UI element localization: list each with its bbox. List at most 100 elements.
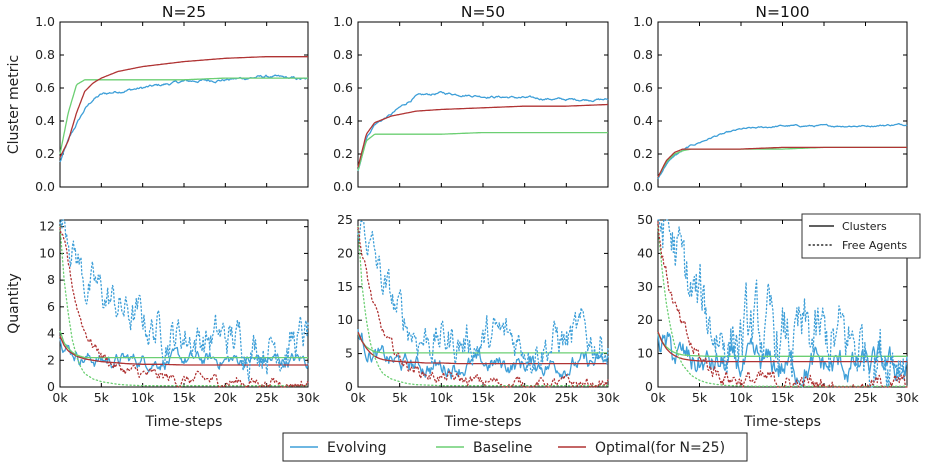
y-tick-label: 0.4: [633, 113, 653, 128]
y-tick-label: 0: [345, 379, 353, 394]
axes-frame: [657, 21, 908, 188]
x-tick-label: 5k: [392, 390, 408, 405]
y-tick-label: 0: [645, 379, 653, 394]
panel-n100-quantity: 0k 5k 10k 15k 20k 25k 30k 0 10 20 30 40 50 Time-step…: [637, 212, 919, 430]
series-evolving-dotted: [357, 220, 609, 374]
plot-area: 0.0 0.2 0.4 0.6 0.8 1.0: [35, 14, 309, 194]
y-tick-label: 50: [637, 212, 653, 227]
x-axis-label: Time-steps: [145, 414, 223, 430]
y-tick-label: 0.2: [633, 146, 653, 161]
y-tick-label: 2: [47, 352, 55, 367]
y-tick-label: 0.6: [333, 80, 353, 95]
panel-title: N=25: [162, 3, 206, 21]
legend-label-baseline: Baseline: [473, 440, 532, 456]
y-tick-label: 20: [637, 312, 653, 327]
x-tick-label: 10k: [131, 390, 155, 405]
x-tick-label: 20k: [513, 390, 537, 405]
panel-n50-quantity: 0k 5k 10k 15k 20k 25k 30k 0 5 10 15 20 25 Time-steps: [337, 212, 620, 430]
series-optimal-solid: [59, 335, 308, 366]
series-evolving-solid: [357, 90, 609, 172]
series-evolving-solid: [59, 74, 309, 163]
x-tick-label: 25k: [255, 390, 279, 405]
panel-n100-cluster: 0.0 0.2 0.4 0.6 0.8 1.0 N=100: [633, 3, 908, 194]
x-tick-label: 30k: [895, 390, 919, 405]
legend-label-free-agents: Free Agents: [842, 239, 907, 252]
panel-n25-cluster: 0.0 0.2 0.4 0.6 0.8 1.0 N=25 Cluster metric: [6, 3, 309, 194]
y-tick-label: 1.0: [35, 14, 55, 29]
y-tick-label: 6: [47, 299, 55, 314]
bottom-legend: Evolving Baseline Optimal(for N=25): [282, 432, 748, 462]
legend-label-optimal: Optimal(for N=25): [595, 440, 725, 456]
y-tick-label: 0.8: [633, 47, 653, 62]
plot-area: 0k 5k 10k 15k 20k 25k 30k 0 2 4 6 8 10 12: [39, 219, 320, 405]
series-baseline-dotted: [657, 226, 908, 387]
y-tick-label: 0: [47, 379, 55, 394]
series-optimal-solid: [657, 146, 907, 178]
series-optimal-solid: [59, 56, 308, 158]
x-tick-label: 20k: [812, 390, 836, 405]
panel-title: N=50: [461, 3, 505, 21]
y-tick-label: 8: [47, 272, 55, 287]
x-tick-label: 15k: [172, 390, 196, 405]
series-evolving-solid: [657, 331, 908, 388]
y-tick-label: 1.0: [633, 14, 653, 29]
y-tick-label: 0.2: [333, 146, 353, 161]
series-optimal-dotted: [59, 227, 309, 388]
y-tick-label: 25: [337, 212, 353, 227]
series-baseline-solid: [657, 333, 907, 357]
series-baseline-solid: [657, 146, 907, 178]
y-tick-label: 0.0: [333, 179, 353, 194]
x-tick-label: 0k: [52, 390, 68, 405]
axes-frame: [357, 21, 609, 188]
legend-label-clusters: Clusters: [842, 220, 887, 233]
y-tick-label: 5: [345, 346, 353, 361]
series-optimal-solid: [357, 331, 608, 365]
plot-area: 0.0 0.2 0.4 0.6 0.8 1.0: [633, 14, 908, 194]
x-tick-label: 10k: [729, 390, 753, 405]
x-tick-label: 15k: [771, 390, 795, 405]
series-evolving-solid: [657, 123, 908, 179]
y-tick-label: 15: [337, 279, 353, 294]
series-optimal-dotted: [357, 226, 609, 388]
panel-title: N=100: [755, 3, 809, 21]
y-tick-label: 10: [637, 346, 653, 361]
plot-area: 0k 5k 10k 15k 20k 25k 30k 0 10 20 30 40 50: [637, 212, 919, 405]
x-tick-label: 30k: [596, 390, 620, 405]
x-tick-label: 0k: [650, 390, 666, 405]
x-tick-label: 20k: [214, 390, 238, 405]
series-optimal-solid: [357, 103, 608, 168]
series-baseline-solid: [59, 330, 308, 359]
x-tick-label: 25k: [555, 390, 579, 405]
panel-n25-quantity: 0k 5k 10k 15k 20k 25k 30k 0 2 4 6 8 10 12 Quantity Ti…: [6, 219, 320, 430]
y-axis-label: Cluster metric: [6, 55, 22, 154]
series-baseline-solid: [357, 333, 608, 354]
y-axis-label: Quantity: [6, 273, 22, 334]
x-tick-label: 15k: [471, 390, 495, 405]
x-tick-label: 30k: [296, 390, 320, 405]
y-tick-label: 0.2: [35, 146, 55, 161]
series-optimal-dotted: [657, 221, 908, 388]
y-tick-label: 4: [47, 326, 55, 341]
y-tick-label: 0.0: [35, 179, 55, 194]
x-tick-label: 25k: [854, 390, 878, 405]
x-tick-label: 5k: [94, 390, 110, 405]
inset-legend: Clusters Free Agents: [801, 213, 921, 259]
y-tick-label: 30: [637, 279, 653, 294]
y-tick-label: 0.4: [35, 113, 55, 128]
axes-frame: [59, 21, 309, 188]
x-axis-label: Time-steps: [444, 414, 522, 430]
x-axis-label: Time-steps: [743, 414, 821, 430]
plot-area: 0.0 0.2 0.4 0.6 0.8 1.0: [333, 14, 609, 194]
legend-label-evolving: Evolving: [327, 440, 387, 456]
y-tick-label: 0.6: [35, 80, 55, 95]
y-tick-label: 0.8: [35, 47, 55, 62]
series-baseline-solid: [59, 77, 308, 155]
x-tick-label: 5k: [692, 390, 708, 405]
y-tick-label: 40: [637, 245, 653, 260]
series-optimal-solid: [657, 331, 907, 363]
plot-area: 0k 5k 10k 15k 20k 25k 30k 0 5 10 15 20 25: [337, 212, 620, 405]
y-tick-label: 0.8: [333, 47, 353, 62]
legend-box: [282, 432, 748, 462]
y-tick-label: 20: [337, 245, 353, 260]
